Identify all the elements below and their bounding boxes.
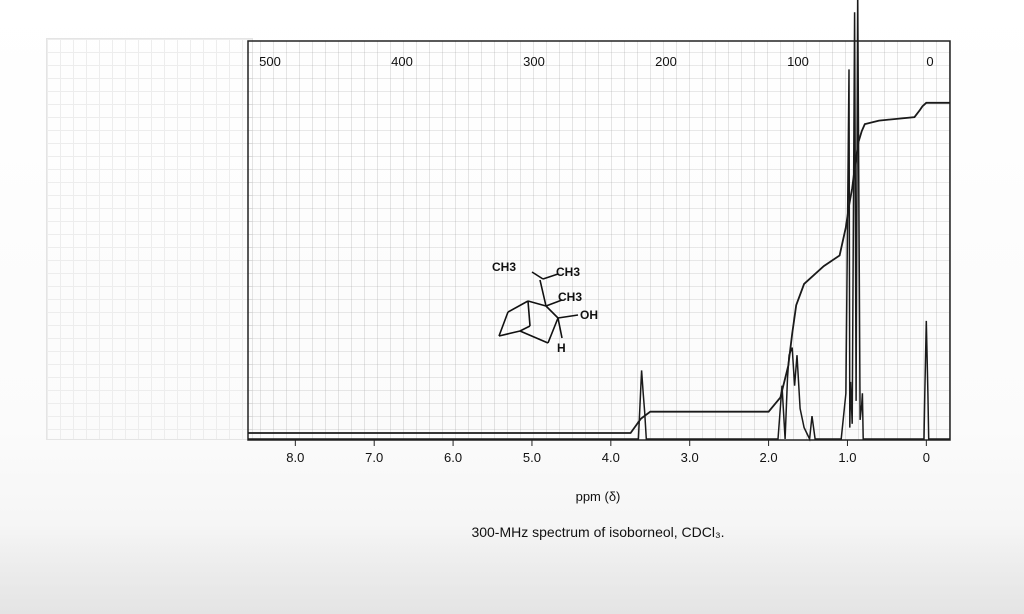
ppm-axis-ticks: 8.0 7.0 6.0 5.0 4.0 3.0 2.0 1.0 0 xyxy=(286,440,930,465)
spectrum-trace xyxy=(248,0,950,442)
struct-label-oh: OH xyxy=(580,308,598,322)
integral-scale-ticks: 500 400 300 200 100 0 xyxy=(259,54,933,69)
x-axis-label: ppm (δ) xyxy=(576,489,621,504)
integral-tick-label: 100 xyxy=(787,54,809,69)
ppm-tick-label: 5.0 xyxy=(523,450,541,465)
isoborneol-structure: CH3 CH3 CH3 OH H xyxy=(492,260,598,355)
chart-frame xyxy=(247,40,951,441)
integral-tick-label: 500 xyxy=(259,54,281,69)
integral-tick-label: 0 xyxy=(926,54,933,69)
page-shadow xyxy=(0,525,1024,614)
integral-tick-label: 400 xyxy=(391,54,413,69)
chart-title: 300-MHz spectrum of isoborneol, CDCl₃. xyxy=(471,524,724,540)
integral-tick-label: 300 xyxy=(523,54,545,69)
struct-label-h: H xyxy=(557,341,566,355)
chart-grid xyxy=(248,41,950,440)
ppm-tick-label: 7.0 xyxy=(365,450,383,465)
ppm-tick-label: 8.0 xyxy=(286,450,304,465)
struct-label-ch3-right: CH3 xyxy=(556,265,580,279)
ppm-tick-label: 2.0 xyxy=(760,450,778,465)
ppm-tick-label: 0 xyxy=(923,450,930,465)
struct-label-ch3-bridge: CH3 xyxy=(558,290,582,304)
ppm-tick-label: 3.0 xyxy=(681,450,699,465)
ppm-tick-label: 4.0 xyxy=(602,450,620,465)
ppm-tick-label: 1.0 xyxy=(838,450,856,465)
ppm-tick-label: 6.0 xyxy=(444,450,462,465)
integral-tick-label: 200 xyxy=(655,54,677,69)
struct-label-ch3-left: CH3 xyxy=(492,260,516,274)
show-through-background xyxy=(46,38,253,440)
